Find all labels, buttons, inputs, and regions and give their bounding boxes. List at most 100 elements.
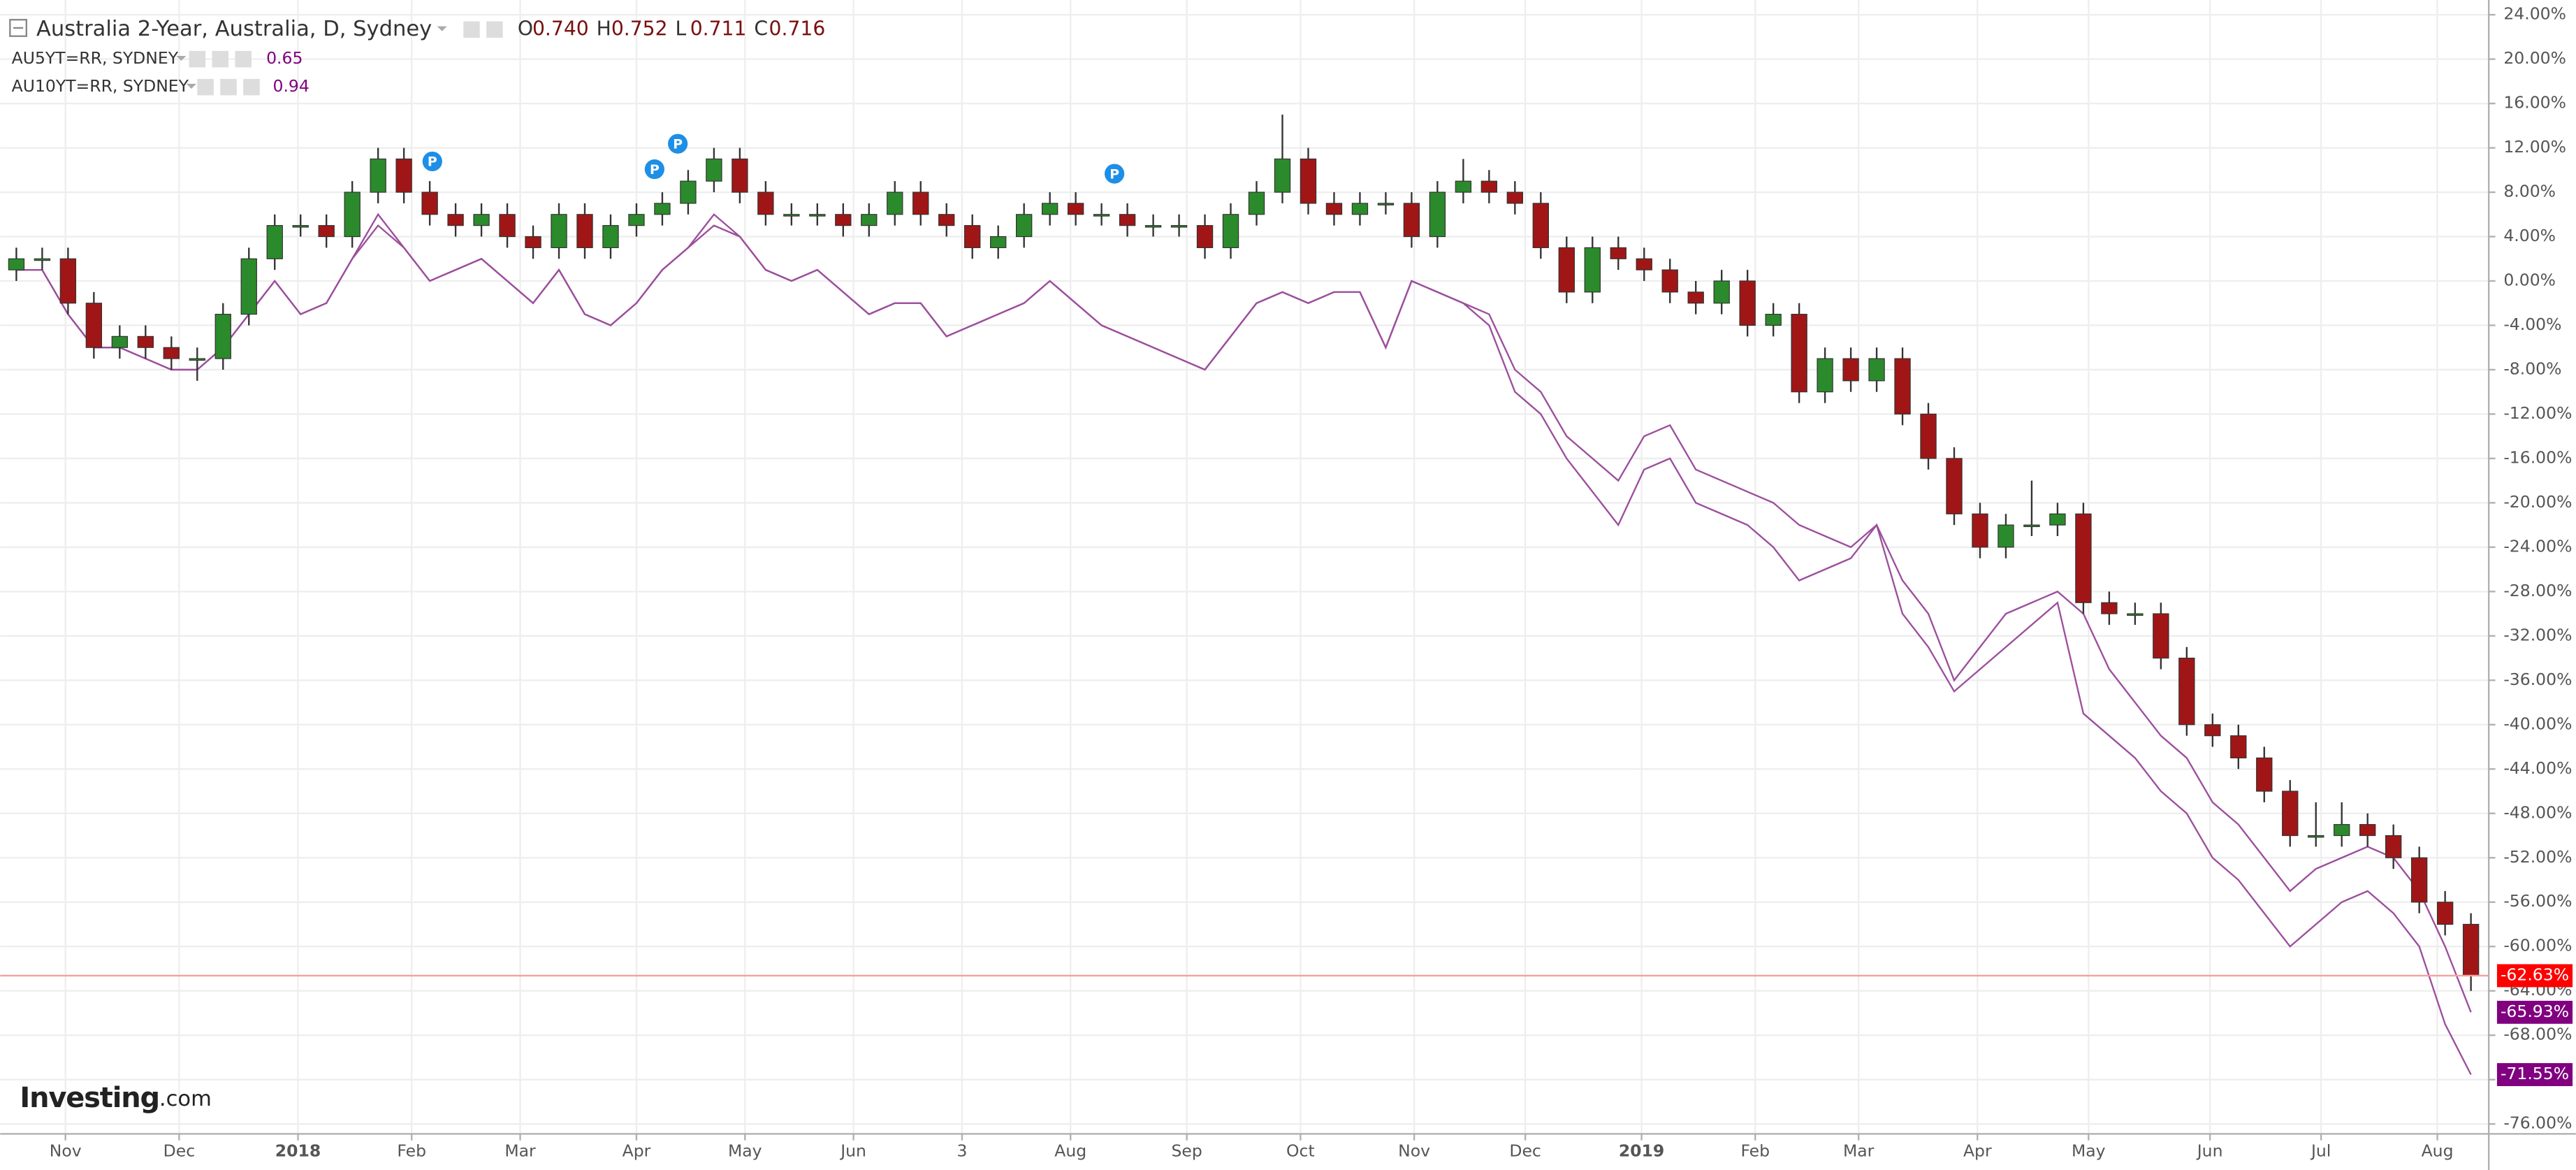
candle-body: [628, 214, 645, 226]
candle-body: [421, 192, 438, 215]
candle-body: [1817, 358, 1833, 393]
candle-body: [34, 258, 51, 261]
candle-body: [111, 335, 129, 348]
candle-body: [240, 258, 257, 315]
legend-icon[interactable]: [220, 78, 237, 96]
legend-icon[interactable]: [197, 78, 214, 96]
y-tick-label: -40.00%: [2503, 714, 2572, 733]
candle-body: [1558, 247, 1575, 293]
candle-body: [1972, 513, 1988, 548]
candle-body: [189, 358, 205, 361]
y-tick-label: 8.00%: [2503, 182, 2556, 201]
chart-title: Australia 2-Year, Australia, D, Sydney: [36, 17, 432, 41]
legend-value: 0.65: [266, 48, 303, 68]
ohlc-label: O: [518, 17, 533, 40]
y-tick-label: 20.00%: [2503, 48, 2566, 68]
y-tick-label: -68.00%: [2503, 1025, 2572, 1044]
dropdown[interactable]: [437, 26, 447, 31]
dropdown[interactable]: [176, 55, 187, 61]
candle-body: [1791, 314, 1807, 393]
event-marker[interactable]: [644, 159, 664, 180]
candle-body: [1041, 203, 1058, 215]
price-tag: [2496, 1063, 2573, 1086]
candle-body: [1015, 214, 1033, 238]
event-marker[interactable]: [1105, 164, 1125, 184]
dropdown[interactable]: [186, 83, 196, 89]
candle-body: [912, 192, 929, 215]
candle-body: [1119, 214, 1136, 226]
candle-body: [1610, 247, 1627, 259]
candle-body: [1067, 203, 1084, 215]
y-tick-label: -4.00%: [2503, 315, 2561, 334]
legend-icon[interactable]: [243, 78, 260, 96]
x-tick-label: Aug: [1054, 1141, 1086, 1161]
candle-body: [525, 236, 541, 248]
candle-body: [370, 158, 386, 193]
y-tick-label: -20.00%: [2503, 492, 2572, 512]
y-tick-label: 16.00%: [2503, 93, 2566, 113]
y-tick-label: 0.00%: [2503, 270, 2556, 289]
ohlc-value: 0.752: [611, 17, 668, 40]
x-tick-label: Nov: [50, 1141, 82, 1161]
y-tick-label: -36.00%: [2503, 670, 2572, 689]
candle-body: [602, 225, 619, 248]
candle-body: [1765, 314, 1782, 326]
candle-body: [2049, 513, 2066, 526]
candle-body: [473, 214, 490, 226]
candle-body: [1222, 214, 1239, 248]
y-tick-label: -24.00%: [2503, 536, 2572, 556]
candle-body: [1351, 203, 1369, 215]
candle-body: [2101, 602, 2118, 614]
candle-body: [1946, 458, 1963, 514]
event-label: P: [1109, 167, 1119, 182]
ohlc-header: O0.740 H 0.752 L 0.711 C 0.716: [518, 17, 825, 40]
candle-body: [1144, 225, 1162, 228]
x-tick-label: Nov: [1398, 1141, 1430, 1161]
grid: [0, 0, 2489, 1134]
settings-icon[interactable]: [463, 21, 480, 38]
x-tick-label: Oct: [1286, 1141, 1315, 1161]
x-tick-label: Feb: [397, 1141, 426, 1161]
candle-body: [2153, 613, 2169, 659]
x-tick-label: Dec: [163, 1141, 195, 1161]
event-marker[interactable]: [668, 133, 688, 154]
candle-body: [1093, 214, 1110, 217]
candle-body: [887, 192, 903, 215]
watermark-brand: Investing: [20, 1082, 159, 1114]
candle-body: [1274, 158, 1291, 193]
y-tick-label: -28.00%: [2503, 581, 2572, 600]
candle-body: [2023, 524, 2040, 528]
candle-body: [1506, 192, 1524, 204]
candle-body: [809, 214, 826, 217]
event-marker[interactable]: [422, 151, 442, 172]
price-tag-label: -71.55%: [2501, 1064, 2569, 1083]
candle-body: [706, 158, 722, 182]
y-tick-label: -52.00%: [2503, 847, 2572, 867]
candle-body: [2410, 857, 2428, 903]
candle-body: [1894, 358, 1911, 415]
candle-body: [2462, 923, 2480, 976]
settings-icon[interactable]: [486, 21, 503, 38]
collapse-button[interactable]: [9, 19, 28, 37]
y-tick-label: 12.00%: [2503, 137, 2566, 157]
candle-body: [318, 225, 335, 238]
candle-body: [2127, 613, 2144, 616]
x-tick-label: Apr: [1963, 1141, 1992, 1161]
candle-body: [1661, 269, 1678, 293]
candle-body: [163, 347, 180, 359]
candle-body: [1920, 413, 1937, 459]
legend-icon[interactable]: [212, 50, 229, 68]
ohlc-label: L: [676, 17, 687, 40]
x-tick-label: May: [728, 1141, 762, 1161]
candle-body: [1455, 180, 1472, 193]
ohlc-value: 0.716: [769, 17, 826, 40]
candle-body: [1687, 291, 1704, 304]
candle-body: [1584, 247, 1601, 293]
candle-body: [1713, 280, 1730, 304]
legend-icon[interactable]: [189, 50, 206, 68]
candle-body: [59, 258, 77, 304]
legend-icon[interactable]: [235, 50, 252, 68]
